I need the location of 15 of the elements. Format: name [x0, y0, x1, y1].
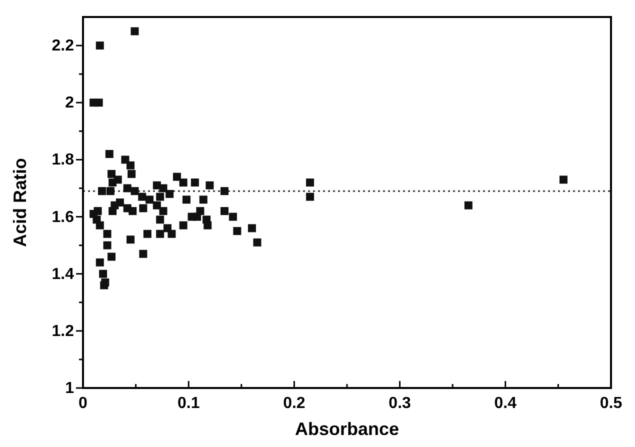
y-tick-label: 1 [65, 380, 74, 397]
y-tick-label: 2 [65, 94, 74, 112]
x-tick-label: 0.2 [283, 395, 306, 412]
y-tick-label: 1.2 [52, 322, 74, 340]
y-axis-title: Acid Ratio [10, 158, 30, 248]
x-tick-label: 0.3 [388, 395, 412, 412]
y-tick-label: 1.4 [52, 266, 74, 283]
x-tick-label: 0.5 [600, 395, 622, 412]
x-axis-title: Absorbance [294, 419, 400, 439]
y-tick-label: 1.8 [52, 152, 74, 169]
x-tick-label: 0.4 [494, 395, 517, 412]
x-tick-label: 0.1 [177, 395, 200, 412]
y-tick-label: 1.6 [52, 208, 74, 226]
x-tick-label: 0 [78, 395, 88, 412]
y-tick-label: 2.2 [52, 38, 74, 55]
